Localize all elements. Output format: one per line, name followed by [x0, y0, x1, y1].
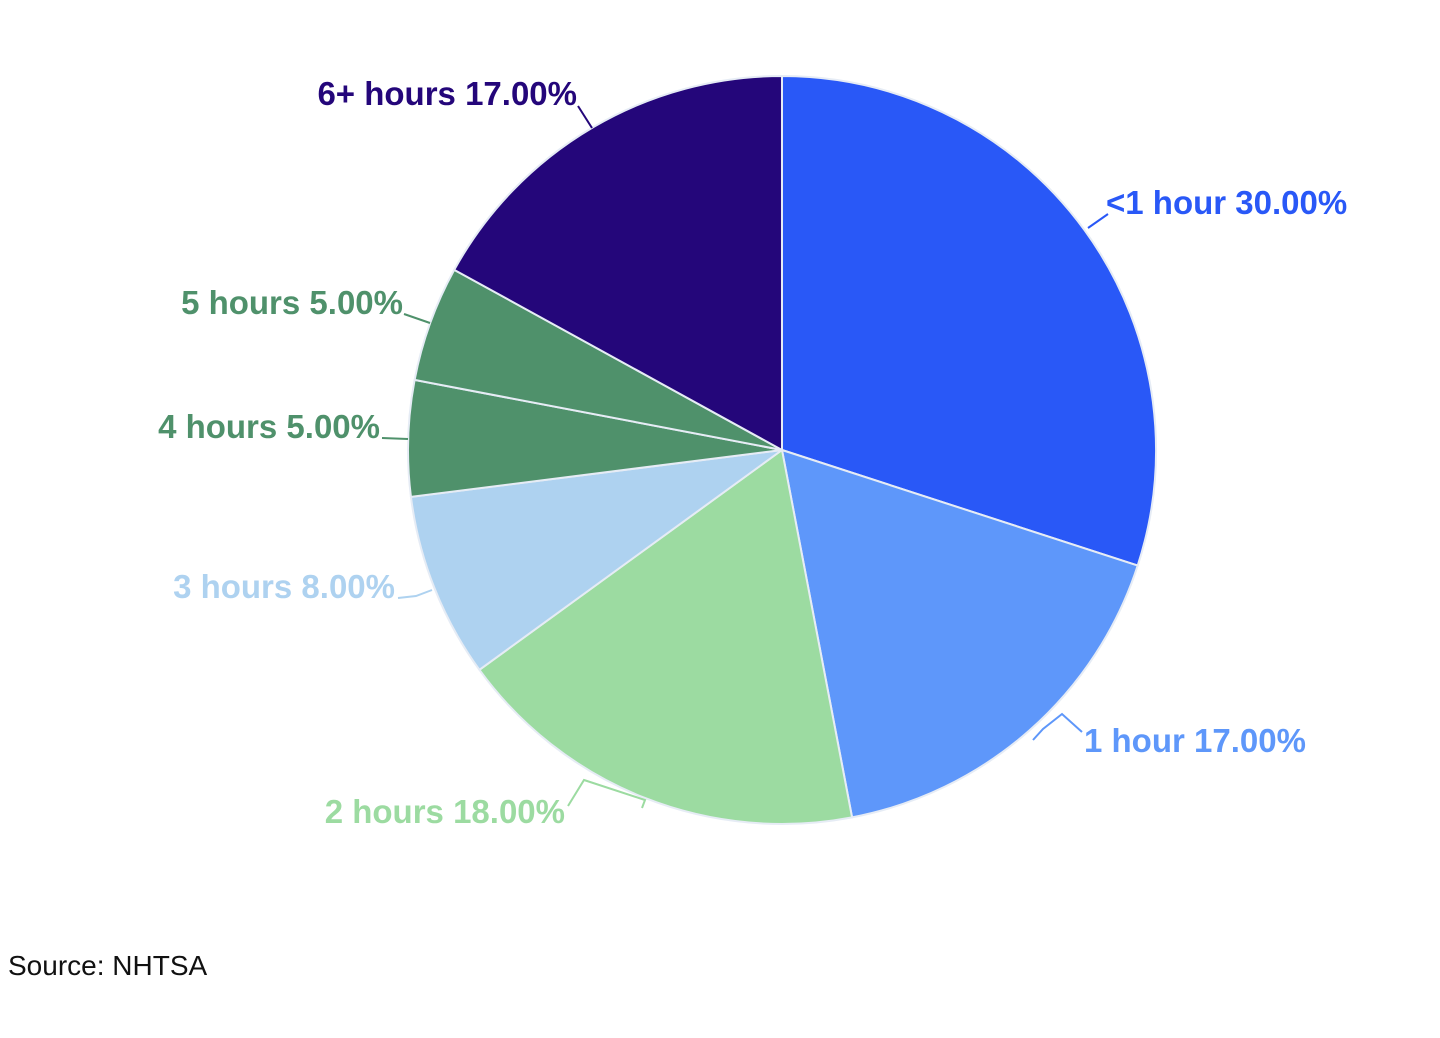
leader-line	[1032, 712, 1083, 741]
pie-slice-2-hours	[478, 448, 854, 825]
pie-slice-1-hour	[780, 448, 1139, 819]
pie-slice--1-hour	[781, 74, 1157, 567]
pie-slice-3-hours	[409, 449, 783, 672]
slice-label: 4 hours 5.00%	[158, 408, 380, 445]
source-note: Source: NHTSA	[8, 950, 208, 981]
leader-line	[567, 778, 647, 809]
slice-label: 1 hour 17.00%	[1084, 722, 1306, 759]
label-leader-lines	[381, 105, 1109, 809]
slice-label: 5 hours 5.00%	[181, 284, 403, 321]
slice-label: 2 hours 18.00%	[325, 793, 565, 830]
leader-line	[577, 105, 593, 129]
slice-label: 3 hours 8.00%	[173, 568, 395, 605]
leader-line	[1087, 213, 1109, 229]
leader-line	[403, 313, 431, 324]
leader-line	[397, 589, 433, 599]
leader-line	[381, 437, 409, 440]
slice-label: 6+ hours 17.00%	[317, 75, 577, 112]
slice-label: <1 hour 30.00%	[1106, 184, 1347, 221]
pie-slices	[407, 74, 1157, 825]
slice-labels: <1 hour 30.00% 1 hour 17.00% 2 hours 18.00…	[158, 75, 1347, 830]
